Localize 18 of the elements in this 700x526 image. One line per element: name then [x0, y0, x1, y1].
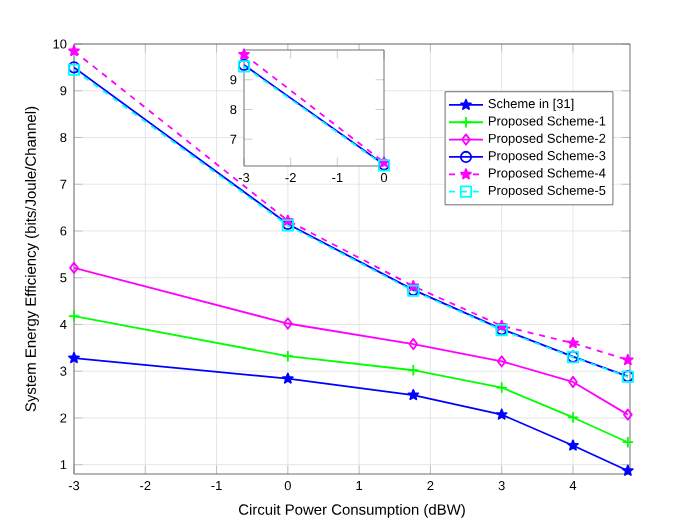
- point: [567, 439, 579, 451]
- point: [622, 353, 634, 366]
- point: [238, 48, 250, 60]
- point: [496, 355, 507, 368]
- point: [495, 408, 508, 420]
- point: [567, 337, 579, 349]
- point: [408, 337, 419, 351]
- point: [282, 372, 294, 384]
- point: [568, 375, 578, 389]
- point: [283, 317, 293, 330]
- point: [407, 388, 420, 401]
- point: [566, 411, 580, 424]
- point: [281, 350, 294, 363]
- point: [495, 381, 508, 394]
- point: [407, 364, 420, 377]
- point: [622, 464, 634, 476]
- point: [68, 352, 80, 364]
- point: [68, 44, 80, 57]
